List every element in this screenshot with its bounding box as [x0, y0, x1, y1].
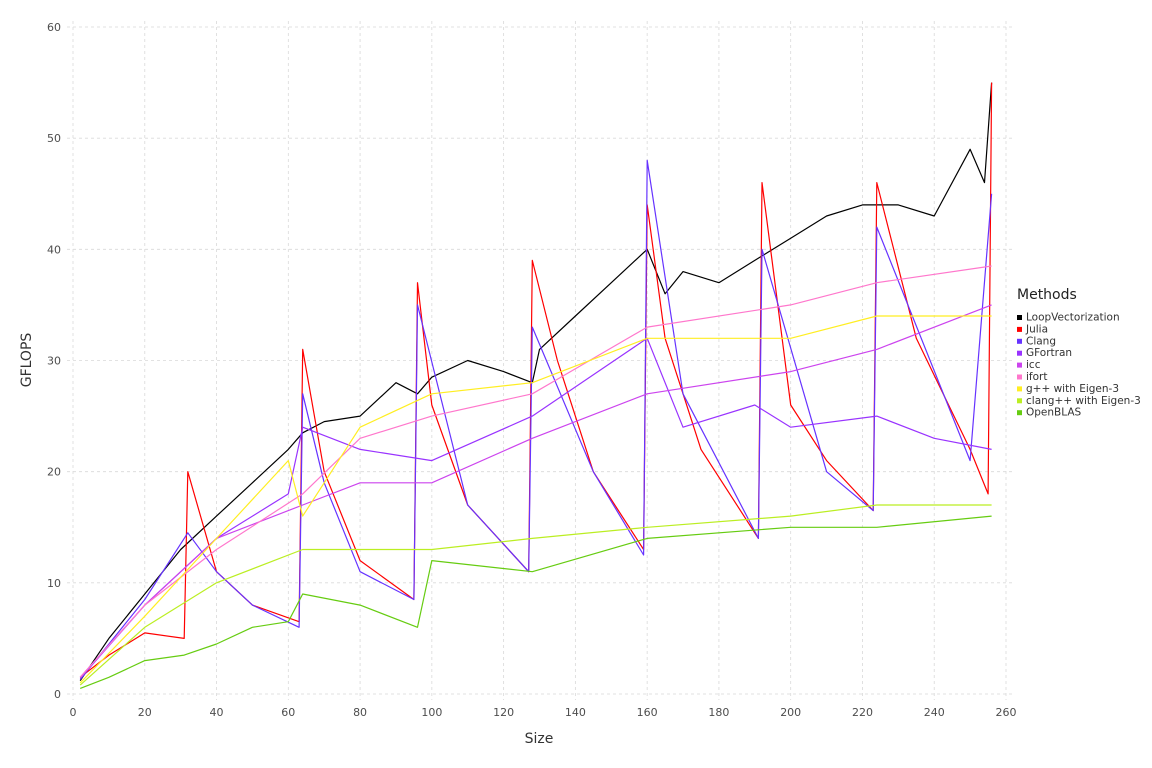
legend-item-label: icc	[1026, 359, 1041, 371]
y-tick-label: 60	[47, 21, 61, 34]
legend-item-label: GFortran	[1026, 347, 1072, 359]
legend-swatch	[1017, 374, 1022, 380]
x-tick-label: 160	[637, 706, 658, 719]
legend-swatch	[1017, 338, 1022, 344]
x-tick-label: 180	[708, 706, 729, 719]
x-axis-title: Size	[525, 731, 554, 747]
y-tick-label: 10	[47, 577, 61, 590]
legend-item-label: Clang	[1026, 335, 1056, 347]
x-tick-label: 20	[138, 706, 152, 719]
legend-swatch	[1017, 362, 1022, 368]
legend-title: Methods	[1017, 287, 1077, 303]
x-tick-label: 120	[493, 706, 514, 719]
legend-item-label: clang++ with Eigen-3	[1026, 395, 1141, 407]
legend-swatch	[1017, 398, 1022, 404]
y-axis-title: GFLOPS	[19, 333, 35, 388]
x-tick-label: 40	[210, 706, 224, 719]
x-tick-label: 100	[421, 706, 442, 719]
y-tick-label: 30	[47, 355, 61, 368]
x-tick-label: 240	[924, 706, 945, 719]
series-line-g-with-eigen-3	[79, 315, 992, 684]
legend-swatch	[1017, 386, 1022, 392]
legend-swatch	[1017, 326, 1022, 332]
legend-item-label: LoopVectorization	[1026, 312, 1120, 324]
x-tick-label: 220	[852, 706, 873, 719]
x-tick-label: 260	[996, 706, 1017, 719]
legend-item-label: OpenBLAS	[1026, 407, 1082, 419]
x-tick-label: 80	[353, 706, 367, 719]
x-axis-ticks: 0 20 40 60 80 100 120 140 160 180 200 220 240 260	[70, 706, 1017, 719]
series-line-clang	[79, 159, 993, 680]
y-tick-label: 50	[47, 132, 61, 145]
y-axis-ticks: 0 10 20 30 40 50 60	[47, 21, 61, 701]
legend-swatch	[1017, 315, 1022, 320]
series-line-icc	[79, 304, 992, 678]
x-tick-label: 140	[565, 706, 586, 719]
legend: Methods LoopVectorizationJuliaClangGFort…	[1017, 287, 1141, 419]
x-tick-label: 200	[780, 706, 801, 719]
series-line-loopvectorization	[79, 82, 993, 682]
y-tick-label: 0	[54, 688, 61, 701]
series-line-openblas	[79, 515, 992, 689]
series-line-gfortran	[79, 337, 992, 679]
legend-item-label: ifort	[1026, 371, 1047, 383]
y-tick-label: 20	[47, 466, 61, 479]
y-tick-label: 40	[47, 243, 61, 256]
series-lines	[79, 82, 993, 689]
x-tick-label: 60	[281, 706, 295, 719]
legend-swatch	[1017, 350, 1022, 356]
series-line-clang-with-eigen-3	[79, 504, 992, 686]
legend-item-label: Julia	[1025, 323, 1048, 335]
x-tick-label: 0	[70, 706, 77, 719]
legend-item-label: g++ with Eigen-3	[1026, 383, 1119, 395]
grid	[67, 21, 1012, 700]
series-line-ifort	[79, 265, 992, 678]
legend-swatch	[1017, 410, 1022, 416]
